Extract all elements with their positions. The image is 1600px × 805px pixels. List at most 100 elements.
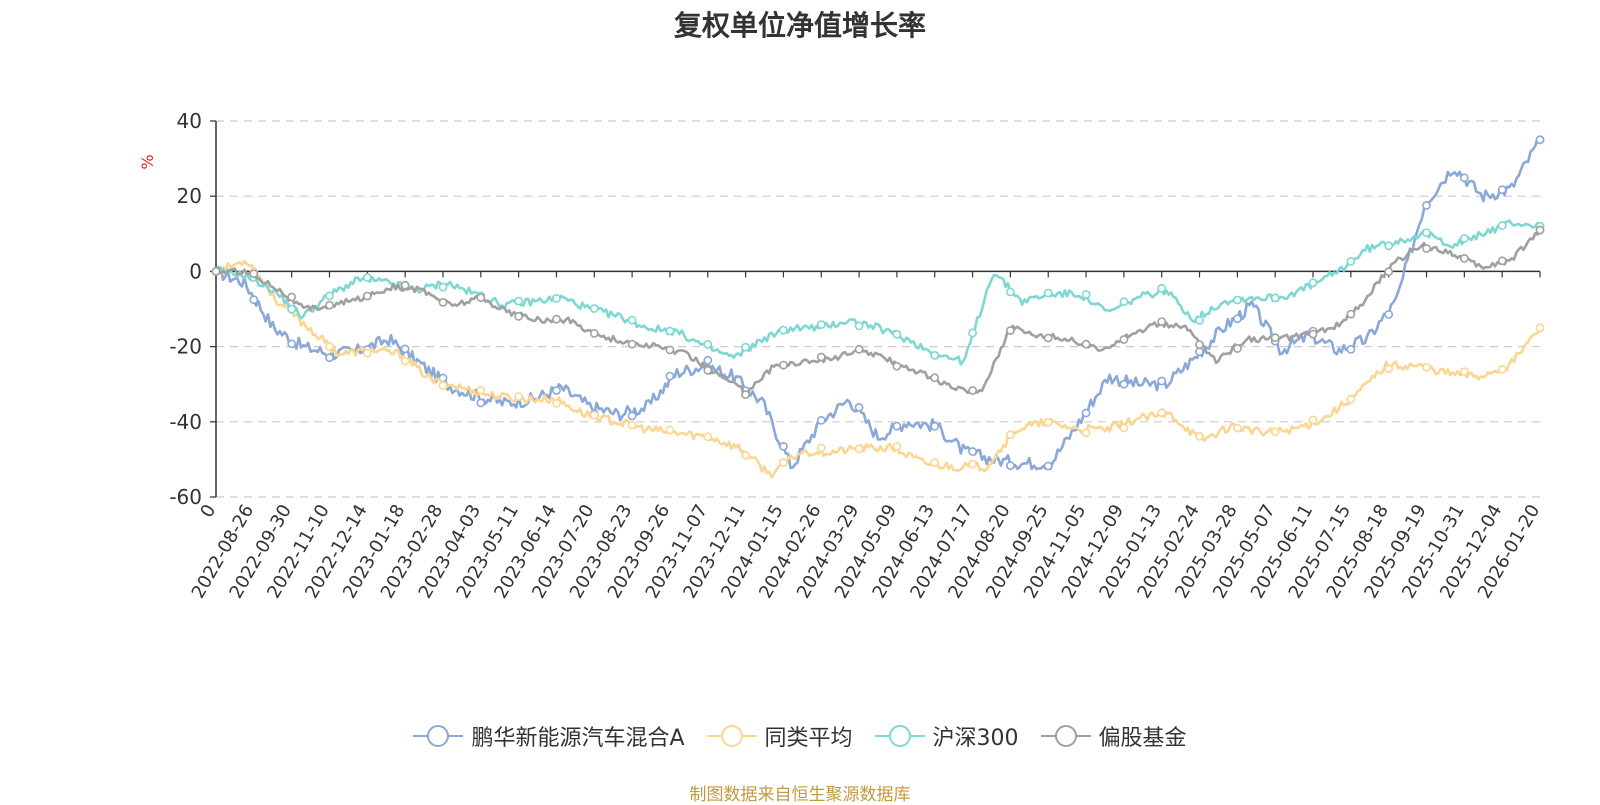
series-point bbox=[1233, 314, 1242, 324]
series-point bbox=[1459, 173, 1469, 183]
series-point bbox=[1346, 344, 1356, 354]
chart-title: 复权单位净值增长率 bbox=[673, 9, 926, 42]
legend-item[interactable]: 偏股基金 bbox=[1040, 720, 1187, 752]
legend: 鹏华新能源汽车混合A 同类平均 沪深300 偏股基金 bbox=[0, 720, 1600, 752]
series-line bbox=[214, 137, 1541, 471]
y-tick-label: -20 bbox=[169, 335, 202, 359]
series-point bbox=[325, 300, 334, 310]
y-tick-label: -60 bbox=[169, 485, 202, 509]
legend-label: 偏股基金 bbox=[1098, 726, 1187, 751]
grid-layer bbox=[216, 120, 1540, 498]
series-line bbox=[215, 219, 1542, 366]
series-point bbox=[1422, 362, 1431, 372]
series-point bbox=[362, 273, 372, 282]
series-point bbox=[1195, 347, 1204, 357]
series-point bbox=[1270, 333, 1280, 343]
series-point bbox=[703, 355, 713, 365]
series-line bbox=[215, 229, 1542, 396]
series-point bbox=[1043, 333, 1053, 343]
legend-line-circle-icon bbox=[706, 725, 757, 747]
series-point bbox=[1119, 379, 1129, 389]
series-point bbox=[892, 442, 902, 451]
y-tick-label: 0 bbox=[189, 259, 202, 283]
series-point bbox=[1422, 200, 1431, 210]
legend-label: 同类平均 bbox=[764, 726, 853, 751]
series-point bbox=[1384, 267, 1394, 277]
series-point bbox=[476, 385, 486, 395]
series-point bbox=[552, 294, 561, 303]
series-point bbox=[476, 398, 486, 408]
series-point bbox=[968, 447, 977, 456]
series-point bbox=[703, 339, 713, 349]
series-point bbox=[930, 373, 940, 383]
series-point bbox=[968, 386, 977, 395]
series-point bbox=[1157, 283, 1167, 293]
series-point bbox=[779, 457, 788, 467]
series-point bbox=[1157, 317, 1167, 326]
series-point bbox=[1157, 408, 1167, 418]
series-point bbox=[1043, 417, 1053, 427]
series-point bbox=[287, 304, 297, 314]
series-point bbox=[438, 297, 448, 307]
series-point bbox=[400, 280, 410, 290]
series-point bbox=[665, 326, 675, 336]
line-chart: -60-40-200204002022-08-262022-09-302022-… bbox=[138, 109, 1545, 602]
series-point bbox=[1346, 256, 1356, 266]
series-point bbox=[476, 293, 486, 303]
series-point bbox=[1119, 335, 1129, 344]
series-point bbox=[400, 344, 410, 354]
legend-item[interactable]: 鹏华新能源汽车混合A bbox=[413, 720, 685, 752]
series-point bbox=[1422, 228, 1431, 237]
series-point bbox=[741, 450, 750, 460]
series-point bbox=[854, 402, 864, 412]
series-point bbox=[1043, 288, 1053, 298]
series-point bbox=[1119, 297, 1129, 307]
series-point bbox=[779, 441, 788, 451]
series-point bbox=[968, 328, 977, 338]
legend-line-circle-icon bbox=[874, 725, 925, 747]
series-point bbox=[1535, 135, 1545, 145]
series-point bbox=[816, 352, 826, 362]
series-point bbox=[854, 321, 864, 331]
series-point bbox=[589, 304, 599, 313]
series-point bbox=[930, 350, 940, 360]
series-point bbox=[665, 425, 675, 435]
series-point bbox=[892, 421, 902, 431]
series-point bbox=[741, 342, 750, 352]
series-point bbox=[589, 328, 599, 338]
series-point bbox=[1346, 394, 1356, 404]
series-point bbox=[249, 269, 259, 279]
series-point bbox=[1006, 430, 1015, 440]
series-point bbox=[249, 295, 259, 305]
series-point bbox=[400, 356, 410, 366]
series-point bbox=[1233, 423, 1242, 433]
series-point bbox=[1195, 340, 1204, 349]
series-point bbox=[1459, 253, 1469, 263]
series-line bbox=[215, 259, 1542, 479]
series-point bbox=[552, 386, 561, 395]
series-point bbox=[1195, 315, 1204, 325]
series-point bbox=[1006, 461, 1015, 470]
series-point bbox=[1384, 364, 1394, 374]
series-point bbox=[1459, 234, 1469, 243]
series-layer bbox=[211, 135, 1545, 479]
series-point bbox=[930, 421, 940, 431]
axis-layer: -60-40-200204002022-08-262022-09-302022-… bbox=[169, 109, 1544, 602]
series-point bbox=[1270, 427, 1280, 437]
series-point bbox=[627, 420, 637, 430]
series-point bbox=[665, 371, 675, 381]
series-point bbox=[779, 360, 788, 370]
legend-item[interactable]: 沪深300 bbox=[874, 720, 1019, 752]
series-point bbox=[1346, 309, 1356, 319]
series-point bbox=[552, 398, 561, 408]
series-point bbox=[930, 458, 940, 467]
legend-item[interactable]: 同类平均 bbox=[706, 720, 853, 752]
y-tick-label: 40 bbox=[177, 109, 202, 133]
series-point bbox=[552, 314, 561, 324]
series-point bbox=[211, 266, 221, 276]
series-point bbox=[287, 292, 297, 302]
legend-line-circle-icon bbox=[1040, 725, 1091, 747]
series-point bbox=[1384, 241, 1394, 251]
series-point bbox=[968, 459, 977, 469]
series-point bbox=[1422, 244, 1431, 253]
